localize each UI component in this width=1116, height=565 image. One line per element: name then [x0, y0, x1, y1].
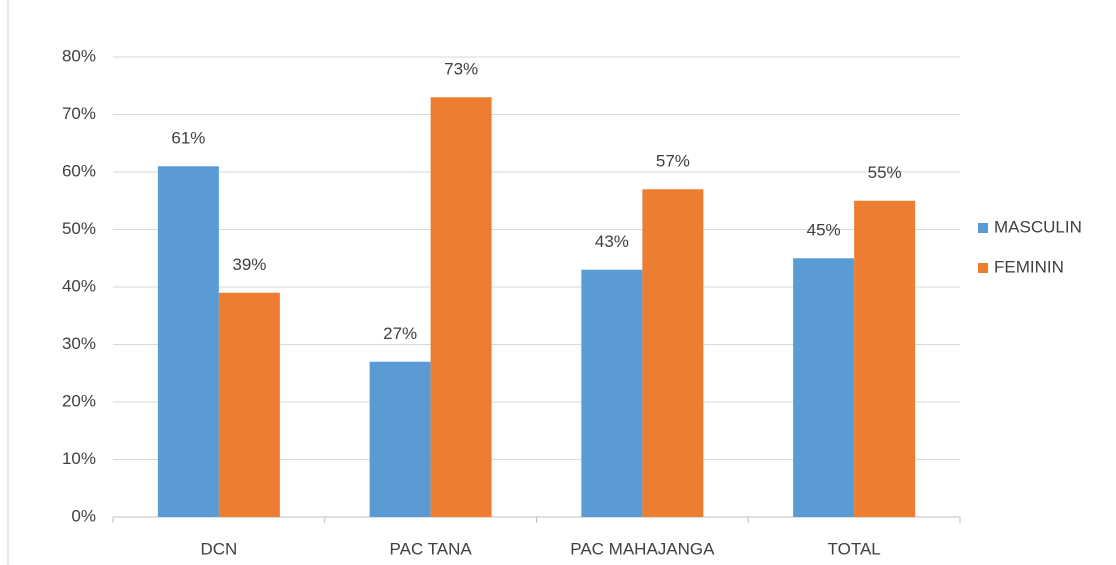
- data-label: 39%: [232, 255, 266, 274]
- y-tick-label: 80%: [62, 46, 96, 65]
- y-tick-label: 0%: [71, 506, 96, 525]
- legend-swatch: [978, 223, 988, 233]
- bar: [369, 361, 431, 517]
- data-label: 45%: [807, 221, 841, 240]
- y-tick-label: 10%: [62, 449, 96, 468]
- bar: [157, 166, 219, 517]
- data-label: 43%: [595, 232, 629, 251]
- bar: [430, 97, 492, 517]
- legend-swatch: [978, 263, 988, 273]
- x-tick-label: PAC TANA: [390, 539, 473, 558]
- data-label: 27%: [383, 324, 417, 343]
- y-tick-label: 60%: [62, 161, 96, 180]
- legend-label: MASCULIN: [994, 217, 1082, 236]
- y-tick-label: 20%: [62, 391, 96, 410]
- data-label: 61%: [171, 129, 205, 148]
- bar: [581, 269, 643, 517]
- data-label: 73%: [444, 60, 478, 79]
- x-tick-label: DCN: [200, 539, 237, 558]
- bar: [854, 200, 916, 517]
- data-label: 57%: [656, 152, 690, 171]
- x-tick-label: PAC MAHAJANGA: [570, 539, 715, 558]
- data-label: 55%: [868, 163, 902, 182]
- y-tick-label: 40%: [62, 276, 96, 295]
- bar: [218, 292, 280, 517]
- legend-label: FEMININ: [994, 257, 1064, 276]
- bar: [642, 189, 704, 517]
- x-tick-label: TOTAL: [828, 539, 881, 558]
- bar: [793, 258, 855, 517]
- y-tick-label: 70%: [62, 104, 96, 123]
- y-tick-label: 30%: [62, 334, 96, 353]
- y-tick-label: 50%: [62, 219, 96, 238]
